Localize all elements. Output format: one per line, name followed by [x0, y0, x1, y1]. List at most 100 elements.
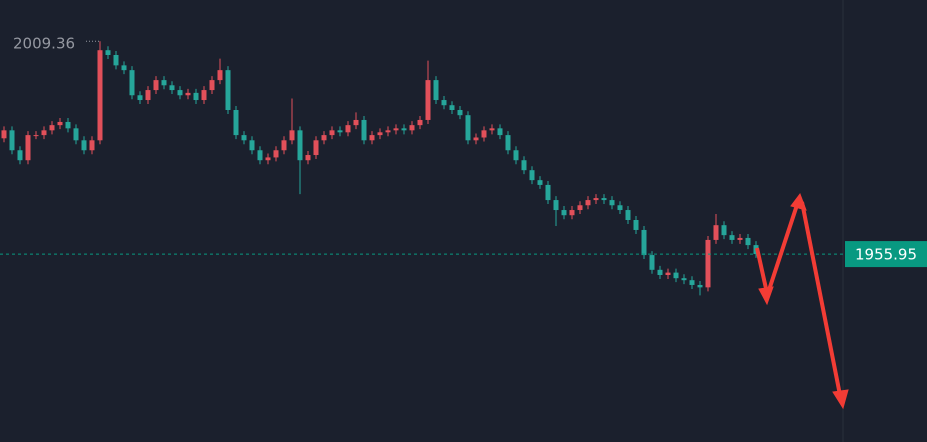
candle-body	[401, 128, 407, 131]
candle-body	[665, 272, 671, 276]
arrow-head	[832, 389, 849, 410]
candle-body	[89, 140, 95, 151]
overlay: 2009.36 1955.95	[0, 35, 927, 268]
candle-body	[33, 135, 39, 137]
candle-body	[409, 125, 415, 131]
candle-body	[697, 284, 703, 288]
last-price-tag	[845, 241, 927, 268]
candle-body	[433, 80, 439, 101]
candle-body	[745, 237, 751, 246]
candle-body	[713, 225, 719, 240]
candle-body	[353, 119, 359, 126]
candle-body	[17, 150, 23, 161]
candle-body	[113, 55, 119, 66]
candle-body	[497, 128, 503, 136]
candle-body	[449, 105, 455, 111]
candle-body	[561, 210, 567, 216]
candle-body	[25, 135, 31, 161]
candle-body	[569, 210, 575, 216]
candle-body	[313, 140, 319, 156]
candle-body	[225, 70, 231, 111]
candle-body	[73, 128, 79, 141]
candle-body	[553, 200, 559, 211]
candle-body	[473, 137, 479, 141]
candle-body	[297, 130, 303, 161]
candle-body	[257, 150, 263, 161]
candle-body	[521, 160, 527, 171]
candle-body	[681, 278, 687, 281]
candle-body	[441, 100, 447, 106]
candle-body	[537, 180, 543, 185]
candle-body	[393, 128, 399, 131]
candle-body	[49, 125, 55, 131]
candle-body	[249, 140, 255, 151]
candle-body	[305, 155, 311, 161]
candle-body	[209, 80, 215, 91]
candle-body	[329, 130, 335, 136]
candle-body	[153, 80, 159, 91]
candle-body	[481, 130, 487, 138]
candle-body	[57, 121, 63, 126]
arrow-line	[800, 201, 842, 396]
candle-body	[361, 119, 367, 141]
candle-body	[337, 130, 343, 133]
candle-body	[9, 130, 15, 151]
candle-body	[193, 92, 199, 101]
candle-body	[457, 110, 463, 116]
candle-body	[369, 135, 375, 141]
candle-body	[641, 229, 647, 256]
candle-body	[41, 130, 47, 136]
candle-body	[81, 140, 87, 151]
candle-body	[513, 150, 519, 161]
candle-body	[1, 130, 7, 139]
candle-body	[377, 132, 383, 136]
candle-body	[601, 198, 607, 201]
candle-body	[265, 157, 271, 161]
candle-body	[121, 65, 127, 71]
candle-body	[185, 92, 191, 96]
candle-body	[729, 235, 735, 240]
candle-body	[169, 85, 175, 91]
candle-body	[233, 110, 239, 136]
candle-body	[289, 130, 295, 141]
candle-body	[489, 128, 495, 131]
last-price-label: 1955.95	[855, 246, 917, 264]
candle-body	[617, 205, 623, 211]
candle-body	[721, 225, 727, 236]
candle-body	[417, 119, 423, 126]
high-label: 2009.36	[13, 35, 75, 53]
candle-body	[609, 200, 615, 206]
arrow-head	[758, 286, 774, 306]
arrow-line	[767, 204, 799, 291]
candle-body	[201, 90, 207, 101]
candle-body	[689, 280, 695, 285]
candle-body	[345, 125, 351, 133]
candle-body	[593, 198, 599, 201]
candle-body	[145, 90, 151, 101]
candle-body	[97, 50, 103, 141]
candle-body	[425, 80, 431, 120]
arrow-line	[755, 247, 769, 294]
candle-body	[633, 220, 639, 230]
candle-body	[241, 135, 247, 141]
candle-body	[281, 140, 287, 151]
candle-body	[65, 121, 71, 129]
candle-body	[649, 255, 655, 270]
candle-body	[321, 135, 327, 141]
candle-body	[161, 80, 167, 86]
candle-body	[585, 200, 591, 206]
candles	[1, 41, 759, 296]
candle-body	[385, 130, 391, 133]
annotation-arrows	[755, 192, 849, 410]
candle-body	[465, 115, 471, 141]
candle-body	[273, 150, 279, 158]
candle-body	[625, 210, 631, 221]
candle-body	[673, 272, 679, 279]
candle-body	[705, 239, 711, 288]
candle-body	[737, 237, 743, 240]
candle-body	[217, 70, 223, 81]
candle-body	[505, 135, 511, 151]
